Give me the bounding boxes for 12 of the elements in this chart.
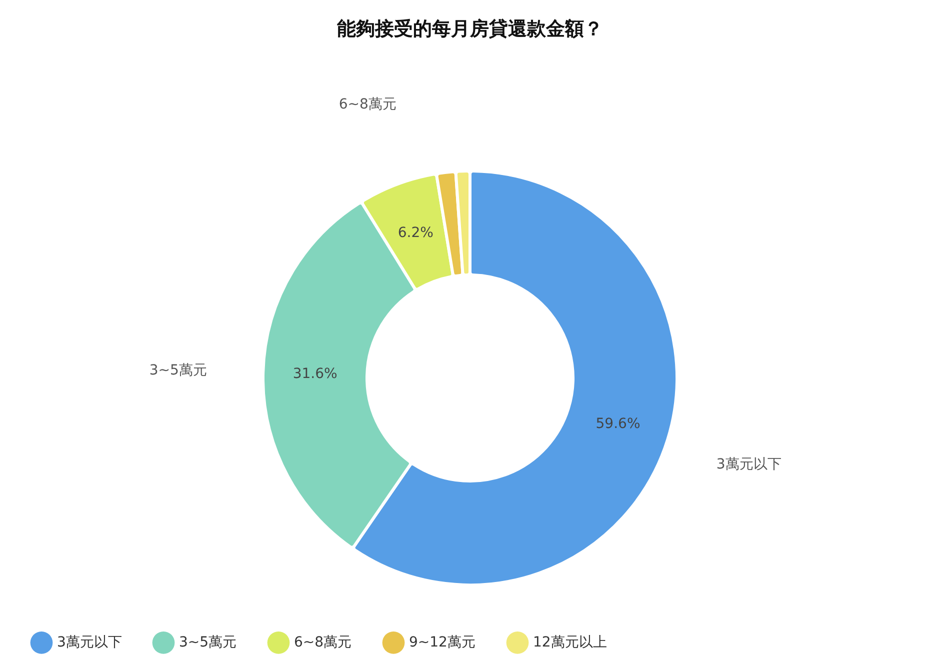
legend-label: 12萬元以上 xyxy=(533,634,607,651)
data-label: 6.2% xyxy=(398,224,434,241)
legend-label: 6~8萬元 xyxy=(294,634,352,651)
category-label: 6~8萬元 xyxy=(338,96,396,113)
legend-label: 3萬元以下 xyxy=(57,634,122,651)
legend-label: 3~5萬元 xyxy=(179,634,237,651)
legend-label: 9~12萬元 xyxy=(409,634,476,651)
slice-label: 3~5萬元 xyxy=(149,362,207,379)
slice-label: 3萬元以下 xyxy=(716,456,782,473)
chart-title: 能夠接受的每月房貸還款金額？ xyxy=(337,18,603,40)
data-label: 31.6% xyxy=(292,366,338,382)
data-label: 59.6% xyxy=(596,416,640,432)
